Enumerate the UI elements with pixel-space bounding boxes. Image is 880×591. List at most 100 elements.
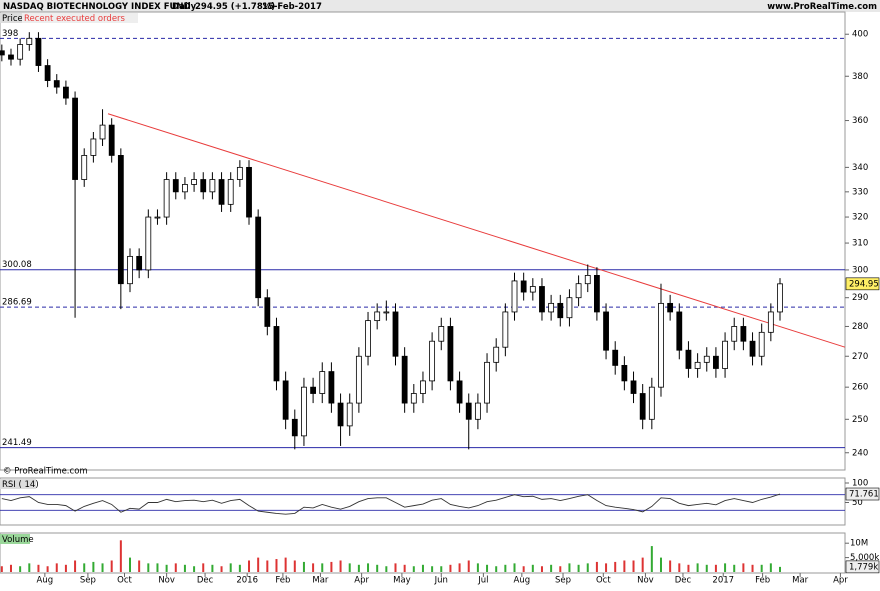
candle-body bbox=[291, 418, 298, 437]
candle-body bbox=[401, 355, 408, 404]
candle-body bbox=[264, 297, 271, 327]
volume-bar bbox=[92, 561, 95, 572]
volume-bar bbox=[165, 564, 168, 572]
x-tick-label: Feb bbox=[755, 576, 770, 586]
volume-bar bbox=[156, 563, 159, 572]
candle-body bbox=[612, 349, 619, 366]
y-tick-label: 360 bbox=[852, 116, 868, 126]
volume-box-label: 1,779k bbox=[849, 562, 878, 572]
candle-body bbox=[172, 179, 179, 193]
candle-body bbox=[502, 311, 509, 348]
volume-bar bbox=[64, 564, 67, 572]
candle-body bbox=[136, 255, 143, 271]
volume-bar bbox=[476, 563, 479, 572]
candle-body bbox=[740, 326, 747, 342]
y-tick-label: 280 bbox=[852, 322, 868, 332]
candle-body bbox=[639, 393, 646, 420]
volume-bar bbox=[28, 563, 31, 572]
header-bar bbox=[0, 0, 880, 12]
title: NASDAQ BIOTECHNOLOGY INDEX FUND bbox=[3, 2, 191, 12]
y-tick-label: 240 bbox=[852, 448, 868, 458]
rsi-box bbox=[845, 487, 880, 501]
trendline bbox=[107, 113, 846, 348]
x-tick-label: Oct bbox=[596, 576, 611, 586]
rsi-tick-label: 100 bbox=[852, 479, 868, 489]
volume-bar bbox=[540, 566, 543, 572]
candle-body bbox=[218, 179, 225, 205]
volume-bar bbox=[321, 563, 324, 572]
y-tick-label: 380 bbox=[852, 72, 868, 82]
candle-body bbox=[557, 302, 564, 319]
candle-body bbox=[493, 346, 500, 363]
volume-bar bbox=[129, 557, 131, 572]
candle-body bbox=[99, 124, 106, 140]
x-tick-label: Nov bbox=[637, 576, 654, 586]
price-panel bbox=[0, 11, 846, 471]
rsi-panel bbox=[0, 477, 846, 526]
volume-bar bbox=[293, 560, 296, 572]
level-label: 398 bbox=[2, 29, 18, 39]
orders-label[interactable]: Recent executed orders bbox=[24, 14, 126, 24]
candle-body bbox=[410, 393, 417, 404]
volume-bar bbox=[614, 561, 617, 572]
volume-bar bbox=[458, 563, 461, 572]
volume-bar bbox=[595, 561, 598, 572]
volume-bar bbox=[577, 564, 580, 572]
rsi-label: RSI ( 14) bbox=[2, 480, 39, 490]
volume-bar bbox=[19, 566, 22, 572]
volume-bar bbox=[110, 560, 113, 572]
candle-body bbox=[667, 302, 674, 313]
candle-body bbox=[438, 326, 445, 342]
volume-bar bbox=[696, 563, 699, 572]
candle-body bbox=[383, 311, 390, 314]
volume-bar bbox=[101, 563, 104, 572]
volume-panel bbox=[0, 532, 846, 574]
volume-bar bbox=[385, 566, 388, 572]
orders-box[interactable] bbox=[22, 13, 138, 23]
x-tick-label: Dec bbox=[197, 576, 214, 586]
candle-body bbox=[72, 97, 78, 180]
candle-body bbox=[703, 355, 710, 363]
candle-body bbox=[767, 311, 774, 333]
volume-bar bbox=[467, 560, 470, 572]
candle-body bbox=[777, 283, 783, 313]
y-tick-label: 330 bbox=[852, 187, 868, 197]
x-tick-label: Feb bbox=[275, 576, 290, 586]
volume-bar bbox=[641, 557, 644, 572]
volume-bar bbox=[74, 560, 77, 572]
panel-label: Price bbox=[2, 14, 23, 24]
volume-bar bbox=[9, 564, 12, 572]
candle-body bbox=[63, 86, 69, 99]
rsi-label-box bbox=[0, 479, 36, 489]
candle-body bbox=[355, 355, 362, 404]
y-tick-label: 310 bbox=[852, 239, 868, 249]
volume-bar bbox=[769, 563, 772, 572]
x-tick-label: May bbox=[393, 576, 411, 586]
volume-bar bbox=[504, 564, 507, 572]
candle-body bbox=[8, 54, 14, 60]
volume-bar bbox=[147, 563, 150, 572]
candle-body bbox=[722, 340, 728, 369]
website: www.ProRealTime.com bbox=[767, 2, 877, 12]
x-tick-label: Oct bbox=[117, 576, 132, 586]
candle-body bbox=[694, 361, 701, 369]
volume-bar bbox=[229, 563, 232, 572]
candle-body bbox=[127, 255, 133, 285]
candle-body bbox=[337, 402, 344, 427]
volume-tick-label: 5,000k bbox=[850, 553, 879, 563]
x-tick-label: Apr bbox=[354, 576, 369, 586]
volume-bar bbox=[183, 564, 186, 572]
volume-bar bbox=[440, 566, 443, 572]
volume-bar bbox=[687, 564, 690, 572]
candle-body bbox=[365, 320, 371, 357]
candle-body bbox=[200, 179, 207, 193]
volume-bar bbox=[550, 564, 553, 572]
rsi-box-label: 71.761 bbox=[849, 490, 879, 500]
candle-body bbox=[53, 80, 60, 88]
candle-body bbox=[154, 216, 161, 219]
y-tick-label: 320 bbox=[852, 213, 868, 223]
candle-body bbox=[191, 179, 197, 185]
volume-bar bbox=[257, 557, 260, 572]
candle-body bbox=[685, 349, 692, 369]
candle-body bbox=[108, 124, 115, 156]
